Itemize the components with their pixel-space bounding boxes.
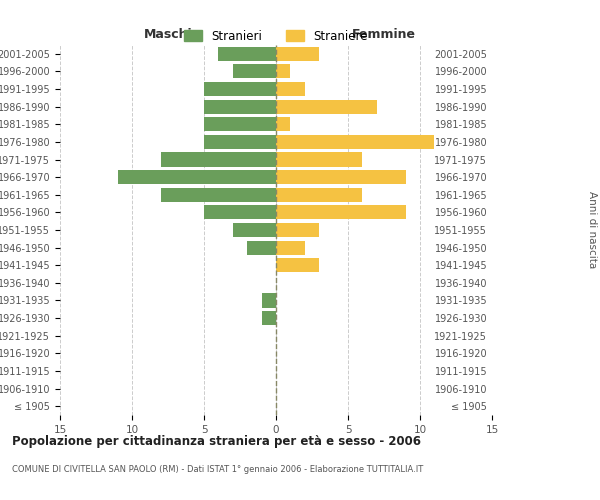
Bar: [276, 47, 319, 61]
Text: Maschi: Maschi: [143, 28, 193, 42]
Bar: [276, 206, 406, 220]
Bar: [276, 240, 305, 254]
Bar: [276, 223, 319, 237]
Bar: [276, 188, 362, 202]
Bar: [233, 223, 276, 237]
Bar: [161, 152, 276, 166]
Bar: [218, 47, 276, 61]
Bar: [204, 135, 276, 149]
Text: COMUNE DI CIVITELLA SAN PAOLO (RM) - Dati ISTAT 1° gennaio 2006 - Elaborazione T: COMUNE DI CIVITELLA SAN PAOLO (RM) - Dat…: [12, 465, 423, 474]
Bar: [204, 100, 276, 114]
Bar: [161, 188, 276, 202]
Bar: [118, 170, 276, 184]
Bar: [276, 82, 305, 96]
Bar: [276, 170, 406, 184]
Text: Popolazione per cittadinanza straniera per età e sesso - 2006: Popolazione per cittadinanza straniera p…: [12, 435, 421, 448]
Bar: [276, 117, 290, 132]
Bar: [204, 82, 276, 96]
Bar: [276, 135, 434, 149]
Bar: [247, 240, 276, 254]
Text: Femmine: Femmine: [352, 28, 416, 42]
Bar: [276, 258, 319, 272]
Bar: [262, 294, 276, 308]
Text: Anni di nascita: Anni di nascita: [587, 192, 597, 268]
Bar: [276, 100, 377, 114]
Bar: [204, 206, 276, 220]
Bar: [262, 311, 276, 325]
Bar: [276, 64, 290, 78]
Bar: [276, 152, 362, 166]
Bar: [233, 64, 276, 78]
Legend: Stranieri, Straniere: Stranieri, Straniere: [179, 25, 373, 48]
Bar: [204, 117, 276, 132]
